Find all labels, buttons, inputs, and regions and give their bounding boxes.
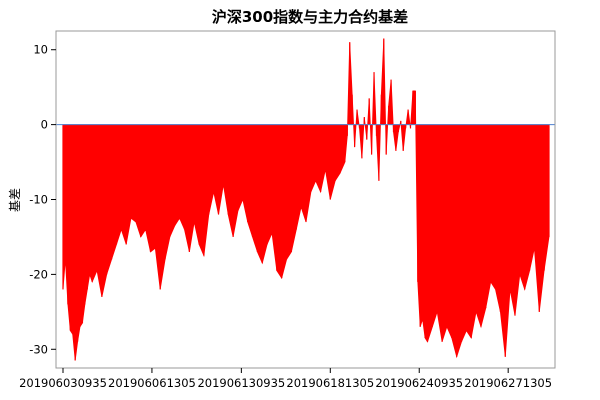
x-tick-label: 201906240935	[375, 376, 463, 390]
y-tick-label: 10	[33, 43, 48, 57]
y-tick-label: -20	[29, 267, 48, 281]
x-tick-label: 201906130935	[197, 376, 285, 390]
x-tick-label: 201906061305	[108, 376, 196, 390]
y-axis: 10 0 -10 -20 -30	[29, 43, 56, 356]
chart-title: 沪深300指数与主力合约基差	[212, 8, 408, 26]
plot-area	[56, 38, 555, 361]
x-tick-label: 201906030935	[19, 376, 107, 390]
y-tick-label: -30	[29, 342, 48, 356]
x-tick-label: 201906271305	[464, 376, 552, 390]
y-tick-label: 0	[41, 118, 48, 132]
x-tick-label: 201906181305	[286, 376, 374, 390]
y-axis-label: 基差	[8, 188, 22, 212]
x-axis: 201906030935 201906061305 201906130935 2019…	[19, 368, 552, 390]
y-tick-label: -10	[29, 193, 48, 207]
